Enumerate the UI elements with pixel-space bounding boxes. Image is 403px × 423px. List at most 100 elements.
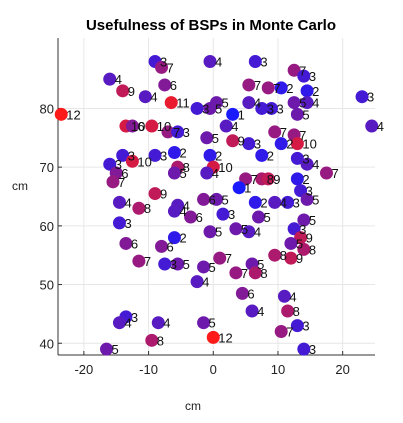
y-tick-label: 70 (40, 160, 54, 175)
data-point-label: 4 (289, 289, 296, 304)
data-point-label: 5 (302, 107, 309, 122)
data-point-label: 8 (144, 201, 151, 216)
data-point-label: 6 (137, 119, 144, 134)
data-point-label: 8 (267, 172, 274, 187)
data-point (297, 342, 311, 356)
data-point-label: 7 (167, 60, 174, 75)
data-point-label: 2 (286, 137, 293, 152)
data-point-label: 2 (215, 148, 222, 163)
data-point-label: 5 (296, 236, 303, 251)
data-point-label: 11 (176, 96, 190, 111)
data-point (200, 131, 214, 145)
data-point (300, 84, 314, 98)
data-point (319, 166, 333, 180)
data-point (184, 210, 198, 224)
data-point (294, 231, 308, 245)
data-point (290, 107, 304, 121)
data-point (197, 260, 211, 274)
data-point (232, 181, 246, 195)
data-point (197, 192, 211, 206)
data-point-label: 3 (309, 342, 316, 357)
data-point (145, 119, 159, 133)
data-point (206, 330, 220, 344)
data-point-label: 5 (222, 192, 229, 207)
data-point-label: 5 (179, 166, 186, 181)
data-point (112, 316, 126, 330)
data-point (210, 192, 223, 206)
data-point-label: 6 (167, 239, 174, 254)
data-point (297, 242, 311, 256)
data-point-label: 3 (115, 157, 122, 172)
data-point-label: 4 (280, 195, 287, 210)
data-point (148, 187, 162, 201)
data-point (281, 195, 295, 209)
data-point-label: 8 (280, 248, 287, 263)
data-point-label: 3 (367, 90, 374, 105)
data-point (281, 304, 295, 318)
data-points (54, 54, 379, 356)
data-point (219, 119, 233, 133)
data-point-label: 5 (215, 101, 222, 116)
data-point (216, 207, 230, 221)
data-point (255, 148, 269, 162)
data-point-label: 4 (183, 198, 190, 213)
data-point-label: 4 (377, 119, 384, 134)
data-point-label: 9 (160, 187, 167, 202)
data-point-label: 2 (302, 172, 309, 187)
data-point-label: 6 (121, 166, 128, 181)
x-tick-label: 20 (335, 362, 349, 377)
data-point-label: 3 (306, 184, 313, 199)
data-point-label: 3 (228, 207, 235, 222)
data-point-label: 5 (264, 210, 271, 225)
data-point (164, 96, 178, 110)
data-point (151, 316, 165, 330)
data-point-label: 6 (209, 192, 216, 207)
data-point (158, 78, 172, 92)
data-point-label: 4 (115, 72, 122, 87)
data-point (248, 195, 262, 209)
data-point-label: 2 (179, 231, 186, 246)
data-point (274, 81, 288, 95)
data-point-label: 8 (309, 242, 316, 257)
data-point-label: 5 (112, 342, 119, 357)
data-point-label: 4 (254, 96, 261, 111)
data-point (248, 266, 262, 280)
data-point (290, 137, 304, 151)
data-point-label: 4 (150, 90, 157, 105)
data-point (203, 54, 217, 68)
data-point (171, 257, 185, 271)
data-point (268, 195, 282, 209)
data-point (148, 148, 162, 162)
data-point-label: 3 (183, 125, 190, 140)
data-point-label: 3 (160, 148, 167, 163)
data-point-label: 3 (293, 195, 300, 210)
data-point (116, 148, 130, 162)
y-tick-label: 80 (40, 101, 54, 116)
data-point-label: 3 (170, 257, 177, 272)
data-point (158, 257, 172, 271)
data-point-label: 5 (241, 222, 248, 237)
data-point (242, 78, 256, 92)
data-point (287, 63, 301, 77)
data-point-label: 4 (124, 195, 131, 210)
data-point (138, 90, 152, 104)
data-point-label: 9 (306, 231, 313, 246)
data-point-label: 5 (299, 96, 306, 111)
data-point (284, 236, 298, 250)
data-point (297, 213, 311, 227)
data-point (255, 101, 269, 115)
data-point-label: 5 (215, 225, 222, 240)
data-point (248, 54, 262, 68)
data-point (132, 254, 146, 268)
chart-title: Usefulness of BSPs in Monte Carlo (86, 17, 336, 34)
data-point-label: 4 (254, 225, 261, 240)
data-point-label: 10 (131, 119, 145, 134)
data-point (226, 107, 240, 121)
data-point-label: 3 (302, 319, 309, 334)
data-point (274, 137, 288, 151)
x-tick-label: 10 (271, 362, 285, 377)
data-point (167, 231, 181, 245)
data-point-label: 4 (312, 157, 319, 172)
data-point-label: 6 (131, 236, 138, 251)
data-point (274, 325, 288, 339)
